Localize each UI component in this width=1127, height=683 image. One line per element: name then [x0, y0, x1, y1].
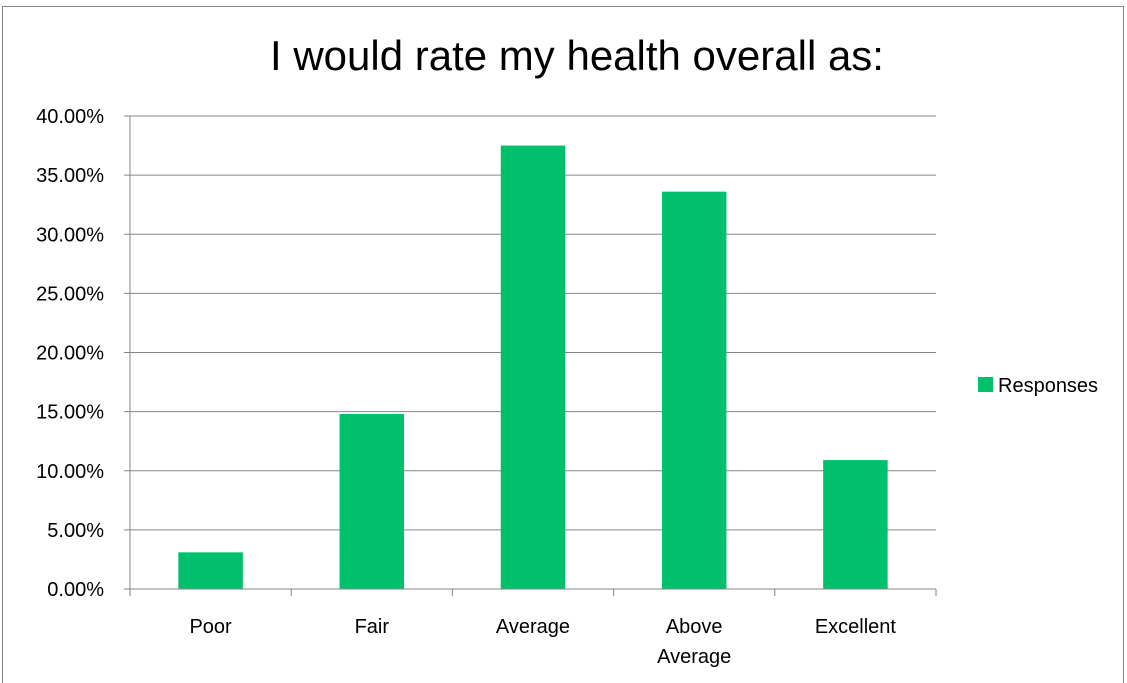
- y-tick-label: 0.00%: [47, 579, 104, 601]
- bar-average: [500, 145, 566, 589]
- x-tick-label: Average: [657, 646, 731, 668]
- x-tick-label: Poor: [189, 616, 232, 638]
- bar-fair: [339, 413, 405, 589]
- y-tick-label: 20.00%: [36, 343, 104, 365]
- y-tick-label: 40.00%: [36, 106, 104, 128]
- x-tick-label: Average: [496, 616, 570, 638]
- bars: [178, 145, 888, 589]
- x-tick-label: Fair: [355, 616, 390, 638]
- tick-labels: 0.00% 5.00% 10.00% 15.00% 20.00% 25.00% 30.00%…: [36, 106, 896, 668]
- bar-above-average: [661, 191, 727, 589]
- y-tick-label: 10.00%: [36, 461, 104, 483]
- bar-poor: [178, 552, 243, 589]
- axes: [124, 115, 937, 596]
- x-tick-label: Above: [666, 616, 723, 638]
- legend-label: Responses: [998, 375, 1098, 397]
- y-tick-label: 35.00%: [36, 165, 104, 187]
- legend: Responses: [978, 375, 1098, 397]
- chart-title: I would rate my health overall as:: [270, 32, 884, 79]
- y-tick-label: 15.00%: [36, 402, 104, 424]
- y-tick-label: 25.00%: [36, 283, 104, 305]
- bar-excellent: [823, 460, 888, 589]
- x-tick-label: Excellent: [815, 616, 897, 638]
- y-tick-label: 30.00%: [36, 224, 104, 246]
- legend-swatch: [978, 377, 993, 392]
- y-tick-label: 5.00%: [47, 520, 104, 542]
